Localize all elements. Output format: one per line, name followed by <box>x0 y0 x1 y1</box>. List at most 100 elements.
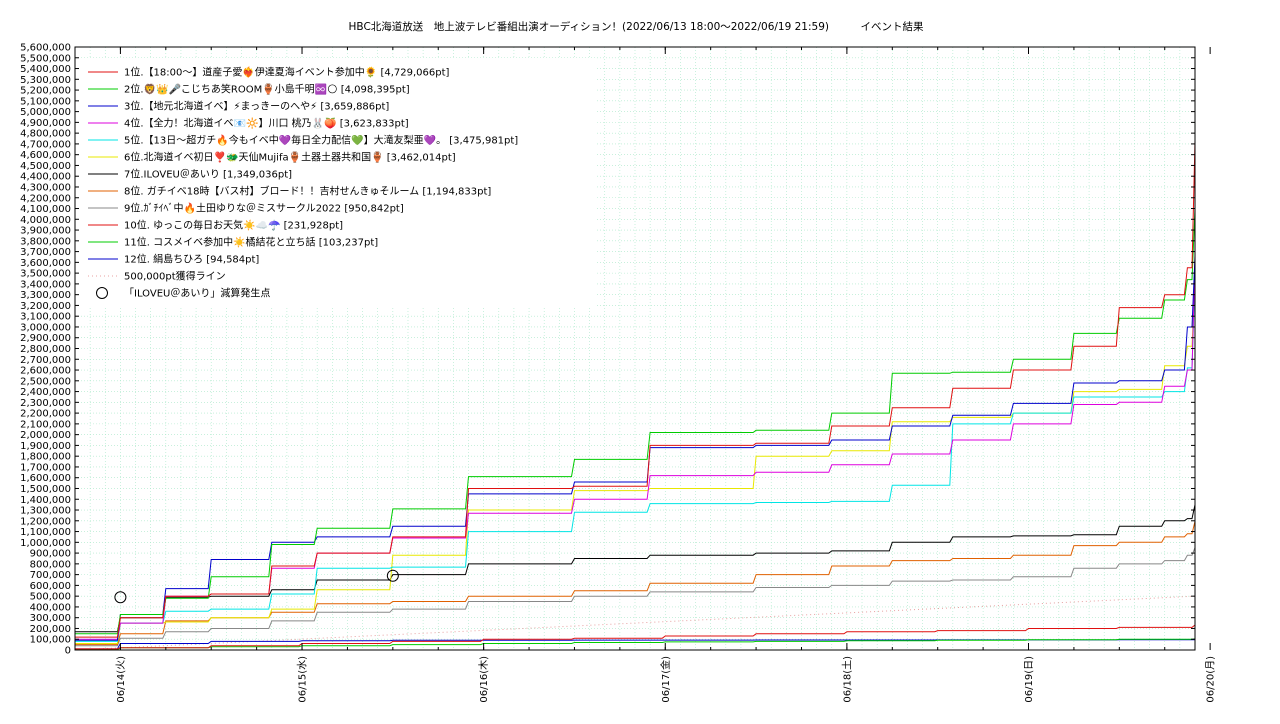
y-tick-label: 3,700,000 <box>20 247 71 258</box>
y-tick-label: 1,900,000 <box>20 441 71 452</box>
y-tick-label: 5,500,000 <box>20 53 71 64</box>
y-tick-label: 2,000,000 <box>20 430 71 441</box>
reference-line-layer <box>74 595 1196 651</box>
y-tick-label: 1,500,000 <box>20 484 71 495</box>
series-line <box>75 504 1196 633</box>
y-tick-label: 2,300,000 <box>20 398 71 409</box>
marker-layer <box>114 569 399 604</box>
y-tick-label: 100,000 <box>30 635 71 646</box>
y-tick-label: 5,300,000 <box>20 75 71 86</box>
y-tick-label: 3,200,000 <box>20 301 71 312</box>
y-tick-label: 4,900,000 <box>20 118 71 129</box>
series-line <box>75 255 1196 641</box>
y-tick-label: 4,600,000 <box>20 150 71 161</box>
y-tick-label: 5,100,000 <box>20 96 71 107</box>
legend-entry-marker: 「ILOVEU＠あいり」減算発生点 <box>124 287 270 300</box>
subtraction-marker <box>114 591 127 604</box>
chart-title: HBC北海道放送 地上波テレビ番組出演オーディション！(2022/06/13 1… <box>349 20 924 33</box>
legend-entry: 2位.🦁👑🎤こじちあ笑ROOM🏺小島千明♾️🌕 [4,098,395pt] <box>124 83 410 96</box>
x-tick-label: 06/16(木) <box>478 656 490 703</box>
y-tick-label: 4,700,000 <box>20 139 71 150</box>
y-tick-label: 4,400,000 <box>20 172 71 183</box>
y-tick-label: 4,300,000 <box>20 182 71 193</box>
y-tick-label: 4,200,000 <box>20 193 71 204</box>
y-tick-label: 3,800,000 <box>20 236 71 247</box>
axes: 0100,000200,000300,000400,000500,000600,… <box>20 43 1217 703</box>
y-tick-label: 4,100,000 <box>20 204 71 215</box>
y-tick-label: 900,000 <box>30 549 71 560</box>
y-tick-label: 3,100,000 <box>20 312 71 323</box>
y-tick-label: 4,500,000 <box>20 161 71 172</box>
legend-entry: 1位.【18:00〜】道産子愛❤️‍🔥伊達夏海イベント参加中🌻 [4,729,0… <box>124 66 450 79</box>
x-tick-label: 06/20(月) <box>1205 656 1217 703</box>
y-tick-label: 5,200,000 <box>20 86 71 97</box>
legend-entry: 11位. コスメイベ参加中☀️橘結花と立ち話 [103,237pt] <box>124 236 378 249</box>
reference-line <box>74 595 1196 651</box>
series-line <box>75 277 1196 644</box>
y-tick-label: 1,600,000 <box>20 473 71 484</box>
y-tick-label: 3,400,000 <box>20 279 71 290</box>
series-layer <box>75 140 1196 650</box>
y-tick-label: 200,000 <box>30 624 71 635</box>
x-tick-label: 06/14(火) <box>115 656 127 703</box>
y-tick-label: 2,200,000 <box>20 409 71 420</box>
y-tick-label: 800,000 <box>30 559 71 570</box>
series-line <box>75 140 1196 638</box>
series-line <box>75 547 1196 647</box>
y-tick-label: 2,400,000 <box>20 387 71 398</box>
y-tick-label: 4,800,000 <box>20 129 71 140</box>
y-tick-label: 0 <box>65 646 71 657</box>
legend-entry: 8位. ガチイベ18時【バス村】ブロード！！吉村せんきゅそルーム [1,194,… <box>124 185 491 198</box>
y-tick-label: 3,500,000 <box>20 269 71 280</box>
y-tick-label: 5,400,000 <box>20 64 71 75</box>
legend: 1位.【18:00〜】道産子愛❤️‍🔥伊達夏海イベント参加中🌻 [4,729,0… <box>88 66 518 300</box>
y-tick-label: 1,400,000 <box>20 495 71 506</box>
legend-entry: 9位.ｶﾞﾁｲﾍﾞ中🔥土田ゆりな＠ミスサークル2022 [950,842pt] <box>124 202 404 215</box>
legend-entry: 10位. ゆっこの毎日お天気☀️☁️☂️ [231,928pt] <box>124 219 343 232</box>
series-line <box>75 638 1196 650</box>
legend-marker <box>96 287 108 299</box>
y-tick-label: 3,000,000 <box>20 322 71 333</box>
x-tick-label: 06/18(土) <box>840 656 853 703</box>
legend-entry: 5位.【13日〜超ガチ🔥今もイベ中💜毎日全力配信💚】大滝友梨亜💜。 [3,475… <box>124 134 518 147</box>
y-tick-label: 3,300,000 <box>20 290 71 301</box>
y-tick-label: 300,000 <box>30 613 71 624</box>
legend-entry: 4位.【全力！北海道イベ📧🔆】川口 桃乃🐰🍑 [3,623,833pt] <box>124 117 409 130</box>
y-tick-label: 2,800,000 <box>20 344 71 355</box>
legend-background <box>78 58 597 306</box>
y-tick-label: 2,700,000 <box>20 355 71 366</box>
y-tick-label: 1,200,000 <box>20 516 71 527</box>
y-tick-label: 700,000 <box>30 570 71 581</box>
y-tick-label: 1,300,000 <box>20 506 71 517</box>
x-tick-label: 06/17(金) <box>659 656 672 703</box>
series-line <box>75 275 1196 642</box>
y-tick-label: 1,800,000 <box>20 452 71 463</box>
y-tick-label: 400,000 <box>30 602 71 613</box>
y-tick-label: 2,900,000 <box>20 333 71 344</box>
plot-frame <box>74 46 1196 651</box>
y-tick-label: 500,000 <box>30 592 71 603</box>
y-tick-label: 600,000 <box>30 581 71 592</box>
y-tick-label: 5,600,000 <box>20 43 71 54</box>
y-tick-label: 2,100,000 <box>20 419 71 430</box>
y-tick-label: 4,000,000 <box>20 215 71 226</box>
subtraction-marker <box>386 569 399 582</box>
legend-entry: 6位.北海道イベ初日❣️🐲天仙Mujifa🏺土器土器共和国🏺 [3,462,01… <box>124 151 456 164</box>
y-tick-label: 2,500,000 <box>20 376 71 387</box>
x-tick-label: 06/19(日) <box>1024 656 1035 703</box>
legend-entry: 3位.【地元北海道イベ】⚡まっきーのへや⚡ [3,659,886pt] <box>124 100 389 113</box>
legend-entry-reference: 500,000pt獲得ライン <box>124 270 226 283</box>
y-tick-label: 3,900,000 <box>20 226 71 237</box>
y-tick-label: 2,600,000 <box>20 366 71 377</box>
y-tick-label: 1,000,000 <box>20 538 71 549</box>
x-tick-label: 06/15(水) <box>297 656 309 703</box>
y-tick-label: 1,700,000 <box>20 462 71 473</box>
y-tick-label: 1,100,000 <box>20 527 71 538</box>
y-tick-label: 3,600,000 <box>20 258 71 269</box>
legend-entry: 7位.ILOVEU＠あいり [1,349,036pt] <box>124 168 292 181</box>
legend-entry: 12位. 絹島ちひろ [94,584pt] <box>124 253 259 266</box>
series-line <box>75 624 1196 650</box>
y-tick-label: 5,000,000 <box>20 107 71 118</box>
